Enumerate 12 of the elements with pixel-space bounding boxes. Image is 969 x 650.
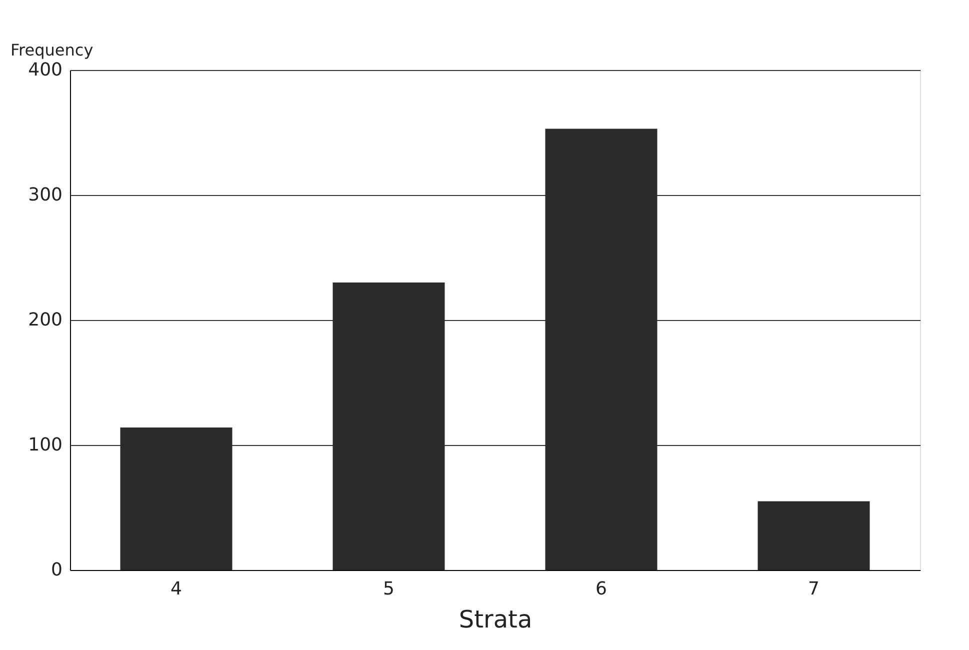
y-tick-label: 200 xyxy=(28,310,62,330)
bar xyxy=(758,501,870,570)
x-axis-title: Strata xyxy=(458,606,532,634)
x-tick-label: 6 xyxy=(596,578,607,600)
y-tick-label: 0 xyxy=(51,560,62,580)
y-axis-title: Frequency xyxy=(10,40,94,60)
x-tick-label: 7 xyxy=(808,578,820,600)
y-tick-label: 300 xyxy=(28,184,62,206)
y-tick-label: 400 xyxy=(28,60,62,80)
x-tick-label: 4 xyxy=(170,578,182,600)
y-tick-label: 100 xyxy=(28,434,62,456)
x-tick-label: 5 xyxy=(383,578,394,600)
